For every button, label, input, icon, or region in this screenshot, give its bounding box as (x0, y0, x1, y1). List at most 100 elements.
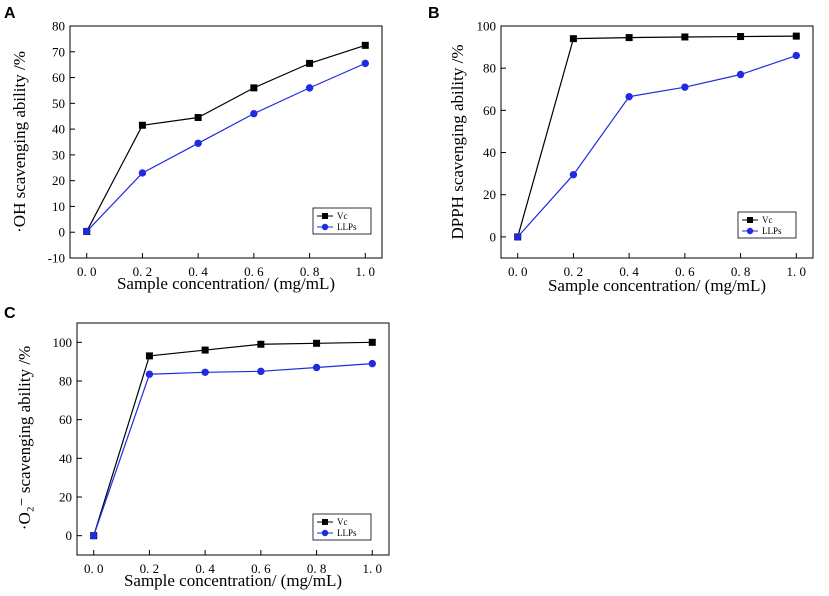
panel-b-vc-point (792, 32, 800, 40)
panel-c-legend: Vc LLPs (312, 513, 372, 541)
panel-c-llps-point (145, 370, 154, 378)
panel-a-ytick-label: 80 (52, 19, 65, 34)
panel-b-xtick-label: 0. 0 (508, 264, 528, 279)
panel-c-xtick-label: 0. 0 (84, 561, 104, 576)
panel-b-llps-point (736, 70, 745, 79)
panel-a-legend-llps-marker (321, 223, 329, 231)
panel-a-llps-point (83, 227, 91, 236)
panel-b-legend-llps-marker (746, 227, 754, 235)
panel-a-legend-vc-label: Vc (337, 211, 348, 221)
panel-a-ytick-label: 40 (52, 122, 65, 137)
panel-b-llps-point (681, 83, 689, 91)
panel-a-series (83, 41, 369, 236)
panel-b-llps-point (792, 51, 800, 60)
panel-a-vc-point (194, 114, 202, 122)
panel-a-vc-point (250, 84, 258, 92)
panel-a-llps-point (194, 139, 202, 147)
panel-a-llps-point (250, 109, 258, 118)
panel-c-vc-point (313, 339, 321, 347)
panel-b-vc-point (681, 33, 689, 41)
panel-a-legend-vc-marker (322, 213, 328, 219)
panel-a-vc-line (86, 44, 366, 232)
panel-b: B 0 20 40 60 80 100 0. 0 0. 2 0. 4 0. 6 0. 8 1. 0 V… (428, 5, 814, 295)
panel-c-vc-point (145, 352, 153, 360)
panel-c-ytick-label: 0 (66, 528, 73, 543)
panel-b-xtick-label: 1. 0 (787, 264, 807, 279)
panel-a-xtick-label: 0. 0 (77, 264, 97, 279)
panel-c-letter: C (4, 305, 16, 322)
panel-a: A -10 0 10 20 30 40 50 60 70 80 0. 0 0. 2 0. 4 0. 6 0.… (4, 5, 383, 293)
panel-a-llps-point (138, 169, 147, 177)
panel-a-ytick-label: 0 (59, 225, 66, 240)
panel-a-ylabel: ·OH scavenging ability /% (10, 51, 29, 233)
panel-c-legend-llps-label: LLPs (337, 528, 357, 538)
panel-b-legend: Vc LLPs (737, 211, 797, 239)
panel-a-plot-area (69, 25, 383, 259)
panel-a-llps-line (86, 62, 366, 232)
panel-a-xtick-label: 0. 6 (244, 264, 264, 279)
panel-b-plot-area (500, 25, 814, 259)
panel-c-xtick-label: 0. 8 (307, 561, 327, 576)
panel-b-legend-vc-marker (747, 217, 753, 223)
panel-b-ticks: 0 20 40 60 80 100 0. 0 0. 2 0. 4 0. 6 0. 8 1. 0 (477, 19, 807, 280)
panel-c-legend-vc-marker (322, 519, 328, 525)
panel-c-ylabel: ·O₂⁻ scavenging ability /% (15, 346, 34, 530)
panel-c-ytick-label: 100 (53, 335, 73, 350)
panel-a-ytick-label: 20 (52, 173, 65, 188)
panel-c-plot-area (76, 322, 390, 556)
panel-c-xtick-label: 1. 0 (363, 561, 383, 576)
panel-a-vc-point (138, 121, 146, 129)
panel-b-llps-line (517, 54, 797, 238)
panel-c-xlabel: Sample concentration/ (mg/mL) (124, 571, 342, 590)
panel-a-xtick-label: 1. 0 (356, 264, 376, 279)
panel-c-legend-llps-marker (321, 529, 329, 537)
panel-a-xtick-label: 0. 4 (188, 264, 208, 279)
panel-c-xtick-label: 0. 6 (251, 561, 271, 576)
panel-c-ytick-label: 80 (59, 374, 72, 389)
panel-a-ytick-label: 70 (52, 44, 65, 59)
panel-b-series (514, 32, 800, 241)
panel-c: C 0 20 40 60 80 100 0. 0 0. 2 0. 4 0. 6 0. 8 1. 0 V… (4, 305, 390, 590)
panel-b-llps-point (569, 170, 578, 179)
panel-b-legend-llps-label: LLPs (762, 226, 782, 236)
panel-a-ticks: -10 0 10 20 30 40 50 60 70 80 0. 0 0. 2 0. 4 0. 6 0. 8… (48, 19, 375, 280)
panel-c-llps-point (368, 359, 376, 368)
panel-c-llps-line (93, 363, 373, 536)
panel-a-ytick-label: 50 (52, 96, 65, 111)
panel-a-xtick-label: 0. 2 (133, 264, 153, 279)
panel-b-llps-point (625, 92, 633, 101)
panel-b-ytick-label: 0 (490, 229, 497, 244)
panel-a-ytick-label: 60 (52, 70, 65, 85)
panel-c-xtick-label: 0. 2 (140, 561, 160, 576)
panel-b-ylabel: DPPH scavenging ability /% (448, 44, 467, 239)
panel-c-vc-point (201, 346, 209, 354)
panel-b-ytick-label: 60 (483, 103, 496, 118)
panel-b-vc-line (517, 35, 797, 238)
panel-a-letter: A (4, 5, 16, 22)
panel-c-vc-point (257, 340, 265, 348)
panel-a-ytick-label: 10 (52, 199, 65, 214)
panel-b-vc-point (569, 35, 577, 43)
panel-a-vc-point (306, 59, 314, 67)
panel-b-xtick-label: 0. 4 (619, 264, 639, 279)
panel-b-ytick-label: 80 (483, 61, 496, 76)
panel-c-legend-box (312, 513, 372, 541)
panel-a-ytick-label: -10 (48, 251, 65, 266)
panel-b-ytick-label: 100 (477, 19, 497, 34)
panel-c-llps-point (201, 368, 209, 376)
panel-a-vc-point (361, 41, 369, 49)
panel-b-xtick-label: 0. 6 (675, 264, 695, 279)
panel-a-xlabel: Sample concentration/ (mg/mL) (117, 274, 335, 293)
panel-c-ticks: 0 20 40 60 80 100 0. 0 0. 2 0. 4 0. 6 0. 8 1. 0 (53, 335, 383, 576)
panel-b-xtick-label: 0. 8 (731, 264, 751, 279)
panel-b-xlabel: Sample concentration/ (mg/mL) (548, 276, 766, 295)
panel-c-vc-point (368, 338, 376, 346)
panel-b-ytick-label: 20 (483, 187, 496, 202)
panel-b-llps-point (514, 233, 522, 241)
panel-a-legend-box (312, 207, 372, 235)
panel-c-xtick-label: 0. 4 (195, 561, 215, 576)
panel-c-ytick-label: 20 (59, 490, 72, 505)
panel-b-ytick-label: 40 (483, 145, 496, 160)
panel-b-vc-point (625, 34, 633, 42)
